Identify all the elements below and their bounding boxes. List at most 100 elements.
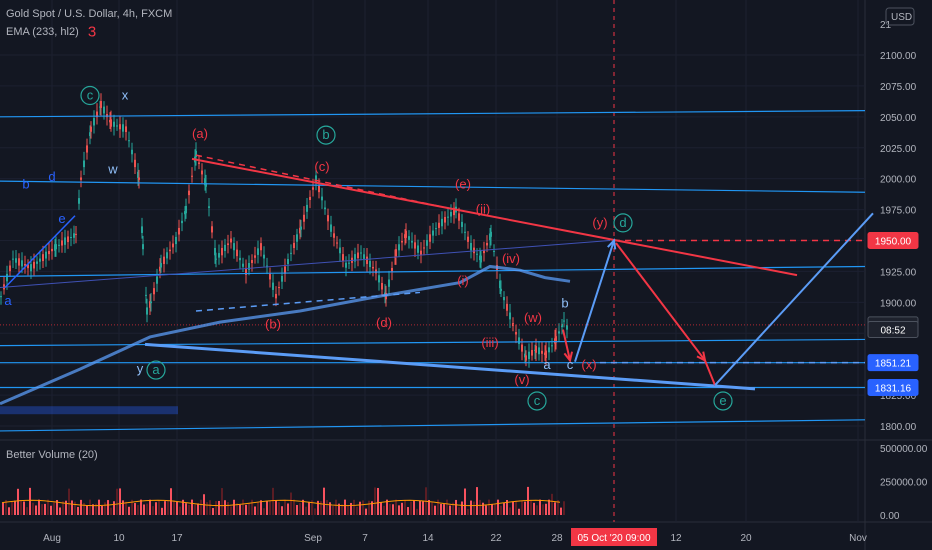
candle-body <box>300 226 302 230</box>
candle-body <box>467 236 469 242</box>
candle-body <box>330 224 332 232</box>
candle-body <box>214 247 216 256</box>
candle-body <box>131 149 133 155</box>
candle-body <box>33 261 35 269</box>
candle-body <box>169 249 171 252</box>
volume-bar <box>104 502 106 515</box>
wave-label-circle <box>527 391 547 411</box>
volume-bar <box>209 500 211 515</box>
volume-legend[interactable]: Better Volume (20) <box>6 449 98 461</box>
volume-bar <box>422 501 424 515</box>
volume-bar <box>533 502 535 515</box>
volume-bar <box>497 499 499 515</box>
candle-body <box>287 258 289 265</box>
candle-body <box>221 247 223 256</box>
candle-body <box>299 227 301 234</box>
resistance-trendline <box>191 157 798 277</box>
volume-bar <box>287 503 289 515</box>
candle-body <box>83 160 85 168</box>
volume-bar <box>305 506 307 515</box>
crosshair-date-box <box>571 528 657 546</box>
volume-tick-label: 250000.00 <box>880 478 928 489</box>
volume-bar <box>407 507 409 515</box>
volume-bar <box>20 500 22 515</box>
volume-bar <box>29 487 31 515</box>
candle-body <box>420 250 422 256</box>
volume-bar <box>149 499 151 515</box>
currency-badge <box>885 7 915 26</box>
volume-bar <box>44 503 46 515</box>
candle-body <box>251 259 253 264</box>
price-label-text: 08:52 <box>880 326 905 337</box>
candle-body <box>293 242 295 249</box>
volume-bar <box>401 502 403 515</box>
volume-bar <box>353 499 355 515</box>
candle-body <box>42 254 44 262</box>
time-tick-label: 28 <box>551 533 563 544</box>
wave-label: (v) <box>514 372 529 387</box>
volume-bar <box>506 499 508 515</box>
candle-body <box>391 267 393 273</box>
volume-bar <box>173 500 175 515</box>
candle-body <box>444 216 446 223</box>
volume-bar <box>107 500 109 515</box>
ema-legend[interactable]: EMA (233, hl2) <box>6 26 79 38</box>
candle-body <box>450 211 452 217</box>
volume-ma-line <box>1 499 561 507</box>
volume-bar <box>32 502 34 515</box>
volume-bar <box>230 506 232 515</box>
projection-arrow <box>615 242 706 362</box>
ema-line <box>0 264 571 406</box>
candle-body <box>211 226 213 233</box>
volume-bar <box>245 504 247 515</box>
projection-arrow-head <box>607 238 617 250</box>
price-candles <box>0 93 568 368</box>
volume-bar <box>23 501 25 515</box>
candle-body <box>227 243 229 245</box>
volume-bar <box>395 499 397 515</box>
candle-body <box>561 323 563 328</box>
candle-body <box>327 215 329 222</box>
candle-body <box>342 254 344 262</box>
projection-line <box>714 212 874 386</box>
candle-body <box>503 297 505 301</box>
volume-bar <box>317 500 319 515</box>
volume-bar <box>239 504 241 515</box>
candle-body <box>535 345 537 353</box>
volume-bar <box>26 507 28 515</box>
candle-body <box>201 170 203 175</box>
volume-bar <box>332 506 334 515</box>
candle-body <box>354 254 356 262</box>
wave-label-circle <box>316 125 336 145</box>
volume-bar <box>152 506 154 515</box>
candle-body <box>318 184 320 193</box>
volume-bar <box>545 503 547 515</box>
wave-label: b <box>22 177 29 192</box>
candle-body <box>336 242 338 244</box>
candle-body <box>483 250 485 254</box>
symbol-legend[interactable]: Gold Spot / U.S. Dollar, 4h, FXCM <box>6 8 173 20</box>
candle-body <box>93 118 95 126</box>
volume-bar <box>434 505 436 515</box>
candle-body <box>369 260 371 268</box>
volume-bar <box>551 493 553 515</box>
candle-body <box>324 207 326 210</box>
candle-body <box>441 218 443 227</box>
candle-body <box>490 231 492 237</box>
volume-bar <box>50 505 52 515</box>
candle-body <box>36 261 38 264</box>
candle-body <box>345 262 347 268</box>
volume-bar <box>365 508 367 515</box>
candle-body <box>438 222 440 228</box>
price-label-box <box>867 321 919 339</box>
volume-bar <box>257 501 259 515</box>
wave-label: (y) <box>592 215 607 230</box>
candle-body <box>195 150 197 157</box>
candle-body <box>315 175 317 182</box>
crosshair-date-label: 05 Oct '20 09:00 <box>577 533 651 544</box>
candle-body <box>461 221 463 227</box>
volume-bar <box>311 500 313 515</box>
candle-body <box>551 345 553 347</box>
candle-body <box>58 244 60 246</box>
